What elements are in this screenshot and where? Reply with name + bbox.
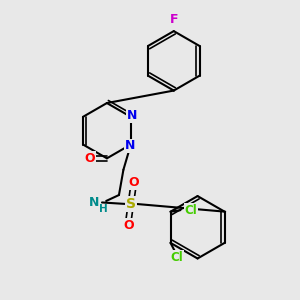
Text: S: S <box>126 197 136 211</box>
Text: N: N <box>127 109 137 122</box>
Text: F: F <box>169 13 178 26</box>
Text: O: O <box>123 219 134 232</box>
Text: Cl: Cl <box>171 250 183 264</box>
Text: O: O <box>84 152 95 165</box>
Text: Cl: Cl <box>185 204 197 217</box>
Text: N: N <box>89 196 100 209</box>
Text: N: N <box>125 140 135 152</box>
Text: O: O <box>128 176 139 189</box>
Text: H: H <box>99 204 108 214</box>
